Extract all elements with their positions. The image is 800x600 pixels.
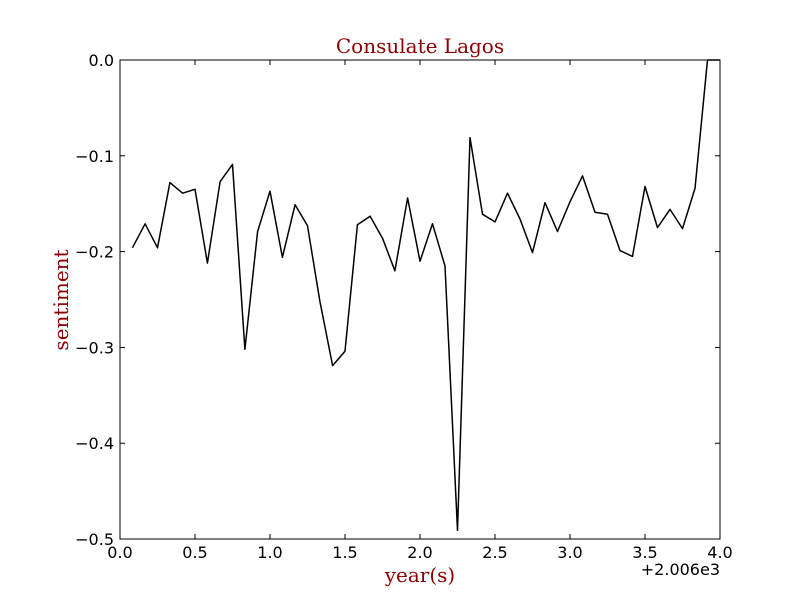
x-tick-label: 0.5 <box>182 543 207 562</box>
x-tick-label: 1.5 <box>332 543 357 562</box>
x-axis-label: year(s) <box>384 563 456 587</box>
y-tick-label: −0.3 <box>75 338 114 357</box>
series-line <box>131 59 720 532</box>
y-tick-label: −0.1 <box>75 147 114 166</box>
y-axis-label: sentiment <box>49 249 73 350</box>
x-tick-label: 4.0 <box>707 543 732 562</box>
x-tick-label: 3.5 <box>632 543 657 562</box>
x-tick-label: 2.0 <box>407 543 432 562</box>
x-tick-label: 0.0 <box>107 543 132 562</box>
y-tick-label: −0.4 <box>75 434 114 453</box>
x-tick-label: 3.0 <box>557 543 582 562</box>
y-tick-label: 0.0 <box>89 51 114 70</box>
y-tick-label: −0.2 <box>75 243 114 262</box>
chart-title: Consulate Lagos <box>336 34 504 58</box>
y-tick-label: −0.5 <box>75 530 114 549</box>
x-offset-label: +2.006e3 <box>641 560 720 579</box>
x-tick-label: 2.5 <box>482 543 507 562</box>
x-tick-label: 1.0 <box>257 543 282 562</box>
plot-frame <box>119 59 721 540</box>
